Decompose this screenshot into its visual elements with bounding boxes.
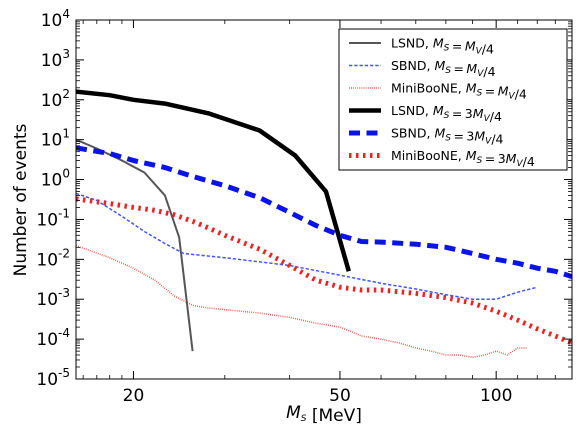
y-tick-label: 10-5 [36, 366, 70, 390]
legend-label-6: MiniBooNE, MS = 3MV/4 [391, 148, 535, 169]
y-tick-label: 100 [41, 167, 70, 191]
y-tick-label: 102 [41, 87, 70, 111]
x-tick-label: 50 [329, 386, 351, 406]
y-axis-label: Number of events [11, 123, 31, 276]
legend-label-1: LSND, MS = MV/4 [391, 36, 494, 57]
legend-label-2: SBND, MS = MV/4 [391, 58, 496, 79]
y-tick-label: 104 [41, 7, 70, 31]
y-tick-label: 10-2 [36, 246, 70, 270]
x-tick-label: 20 [123, 386, 145, 406]
series-layer [76, 89, 572, 359]
plot-frame [75, 19, 573, 380]
x-axis-label: MS [MeV] [286, 403, 362, 426]
legend-box [338, 28, 568, 171]
series-line-4 [76, 89, 351, 272]
x-tick-label: 100 [480, 386, 512, 406]
series-line-5 [76, 145, 572, 279]
series-line-2 [76, 192, 538, 300]
y-tick-label: 10-3 [36, 286, 70, 310]
series-line-3 [76, 244, 528, 359]
legend-label-3: MiniBooNE, MS = MV/4 [391, 81, 527, 102]
tick-layer: 10-5 10-4 10-3 10-2 10-1 100 101 102 103 104 20 50 1… [36, 7, 572, 406]
y-tick-label: 103 [41, 47, 70, 71]
legend-label-4: LSND, MS = 3MV/4 [391, 103, 502, 124]
series-line-1 [76, 138, 194, 352]
y-tick-label: 10-4 [36, 326, 70, 350]
y-tick-label: 101 [41, 127, 70, 151]
legend-label-5: SBND, MS = 3MV/4 [391, 126, 504, 147]
y-tick-label: 10-1 [36, 206, 70, 230]
